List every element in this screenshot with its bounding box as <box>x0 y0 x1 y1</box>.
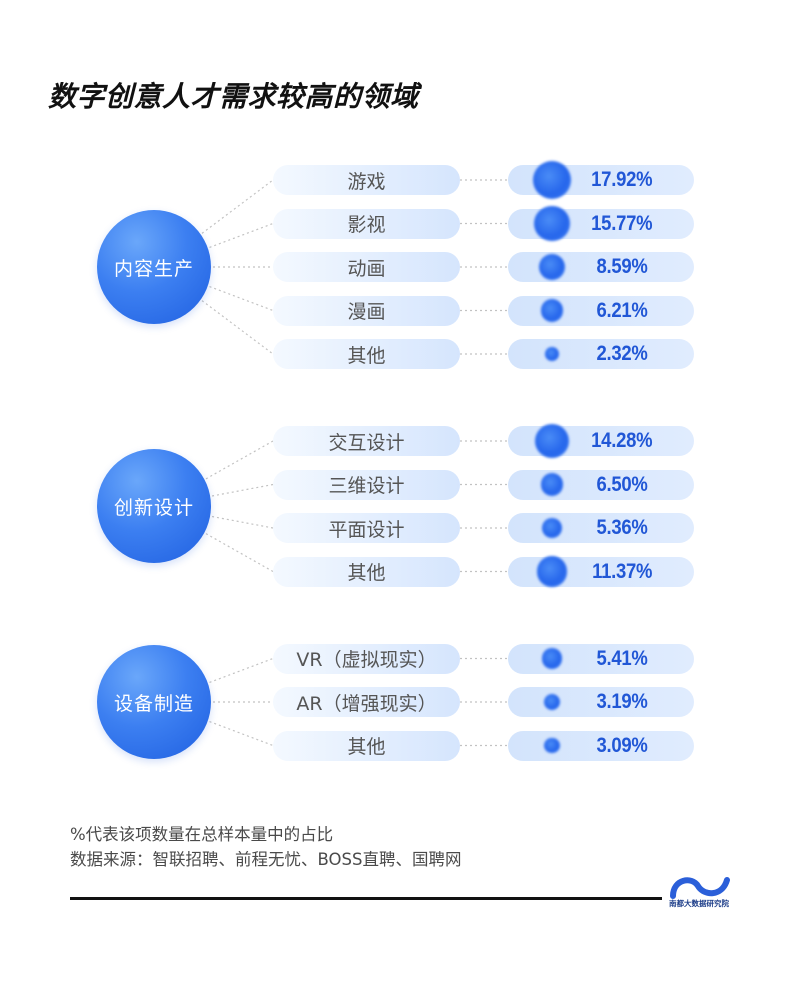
value-label: 17.92% <box>591 168 653 191</box>
category-label: 游戏 <box>347 170 386 193</box>
value-label: 8.59% <box>596 255 648 278</box>
category-pill: 动画 <box>273 252 460 282</box>
footer-rule <box>70 897 662 900</box>
fan-connector-line <box>209 286 274 312</box>
category-label: 其他 <box>347 736 386 758</box>
category-label: 平面设计 <box>328 518 405 541</box>
category-label: 影视 <box>347 214 386 236</box>
value-bubble <box>534 205 570 242</box>
value-label-box: 5.36% <box>570 513 674 543</box>
value-bubble <box>532 160 572 200</box>
value-bubble <box>540 473 564 496</box>
category-label: 动画 <box>347 257 386 280</box>
category-pill: 漫画 <box>273 295 460 326</box>
value-pill: 3.19% <box>508 687 694 717</box>
wave-logo-icon <box>670 877 730 899</box>
fan-connector-line <box>209 657 274 683</box>
category-pill: AR（增强现实） <box>273 687 460 717</box>
value-bubble <box>540 299 564 322</box>
category-pill: 其他 <box>273 556 460 587</box>
value-pill: 5.41% <box>508 643 694 674</box>
value-pill: 3.09% <box>508 730 694 761</box>
value-bubble <box>538 253 566 281</box>
value-pill: 2.32% <box>508 339 694 369</box>
fan-connector-line <box>209 222 274 248</box>
data-source: 数据来源：智联招聘、前程无忧、BOSS直聘、国聘网 <box>70 850 462 869</box>
group-label: 内容生产 <box>113 257 194 280</box>
value-label-box: 6.21% <box>570 296 674 326</box>
category-label: VR（虚拟现实） <box>296 649 437 671</box>
value-pill: 5.36% <box>508 513 694 543</box>
category-pill: 其他 <box>273 339 460 369</box>
value-bubble <box>543 693 561 711</box>
value-pill: 14.28% <box>508 424 694 458</box>
value-label-box: 17.92% <box>570 165 674 195</box>
value-label-box: 14.28% <box>570 426 674 456</box>
value-label: 3.19% <box>596 690 648 713</box>
value-label-box: 3.19% <box>570 687 674 717</box>
category-pill: 影视 <box>273 208 460 239</box>
fan-connector-line <box>205 440 274 480</box>
fan-connector-line <box>205 533 274 573</box>
category-pill: 三维设计 <box>273 469 460 500</box>
category-label: 其他 <box>347 344 386 367</box>
value-label-box: 5.41% <box>570 644 674 674</box>
category-pill: VR（虚拟现实） <box>273 643 460 674</box>
fan-connector-line <box>211 515 274 529</box>
value-label: 5.41% <box>596 646 648 670</box>
category-tree-chart: 游戏 17.92% 影视 15.77% 动画 8.59% 漫画 6.21% 其他 2.32% 内容生… <box>97 160 694 761</box>
value-bubble <box>541 648 563 669</box>
category-pill: 游戏 <box>273 165 460 195</box>
value-label-box: 6.50% <box>570 470 674 500</box>
value-pill: 11.37% <box>508 556 694 587</box>
value-bubble <box>541 517 563 539</box>
value-pill: 6.50% <box>508 469 694 500</box>
value-pill: 17.92% <box>508 160 694 200</box>
group-circle: 设备制造 <box>97 645 211 759</box>
value-label: 6.21% <box>596 298 648 322</box>
category-label: AR（增强现实） <box>296 692 437 715</box>
value-pill: 8.59% <box>508 252 694 282</box>
connector-lines <box>201 179 508 747</box>
category-pill: 其他 <box>273 730 460 761</box>
value-label: 2.32% <box>596 342 648 365</box>
category-label: 漫画 <box>347 301 386 323</box>
fan-connector-line <box>209 721 274 747</box>
logo-text: 南都大数据研究院 <box>669 899 729 908</box>
value-bubble <box>534 424 569 458</box>
group-label: 设备制造 <box>113 692 194 715</box>
value-label-box: 8.59% <box>570 252 674 282</box>
value-label-box: 15.77% <box>570 209 674 239</box>
category-label: 三维设计 <box>328 475 405 497</box>
category-pill: 交互设计 <box>273 426 460 456</box>
value-label: 6.50% <box>596 472 648 496</box>
page-title: 数字创意人才需求较高的领域 <box>48 80 419 113</box>
fan-connector-line <box>211 483 274 497</box>
value-label: 14.28% <box>591 429 653 452</box>
value-label-box: 11.37% <box>570 557 674 587</box>
group-label: 创新设计 <box>113 496 194 519</box>
value-pill: 6.21% <box>508 295 694 326</box>
value-bubble <box>545 347 559 361</box>
category-label: 交互设计 <box>328 431 405 454</box>
group-circle: 内容生产 <box>97 210 211 324</box>
footnote-percent: %代表该项数量在总样本量中的占比 <box>70 825 334 844</box>
value-label: 3.09% <box>596 733 648 757</box>
value-label-box: 2.32% <box>570 339 674 369</box>
fan-connector-line <box>201 179 274 234</box>
value-label: 5.36% <box>596 516 648 539</box>
value-bubble <box>536 556 568 587</box>
value-label: 15.77% <box>591 211 653 235</box>
value-label: 11.37% <box>591 559 653 583</box>
value-label-box: 3.09% <box>570 731 674 761</box>
category-label: 其他 <box>347 562 386 584</box>
value-bubble <box>544 737 560 754</box>
group-circle: 创新设计 <box>97 449 211 564</box>
fan-connector-line <box>201 300 274 355</box>
value-pill: 15.77% <box>508 205 694 242</box>
category-pill: 平面设计 <box>273 513 460 543</box>
